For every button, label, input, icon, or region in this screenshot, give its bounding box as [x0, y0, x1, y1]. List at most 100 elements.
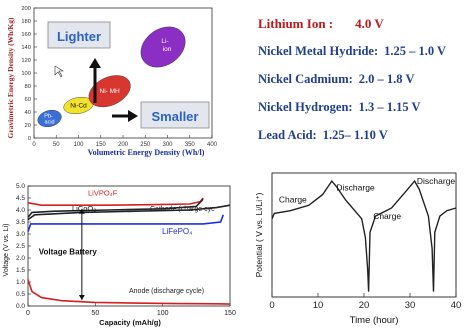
energy-xtick-label: 200	[118, 142, 129, 148]
potential-labels: Charge Discharge Charge Discharge	[279, 176, 456, 221]
energy-ytick-label: 120	[21, 58, 31, 64]
voltage-row-label: Nickel Hydrogen:	[258, 100, 353, 114]
capacity-xtick-label: 150	[224, 310, 236, 317]
voltage-row: Nickel Metal Hydride: 1.25 – 1.0 V	[258, 44, 446, 59]
energy-xtick-label: 0	[32, 142, 36, 148]
capacity-series-line	[27, 198, 204, 218]
energy-region-label: Ni-Cd	[70, 103, 87, 110]
energy-ytick-label: 40	[25, 110, 31, 116]
cursor-icon	[54, 65, 65, 78]
potential-ylabel: Potential ( V vs. Li/Li⁺)	[254, 192, 264, 277]
capacity-ytick-label: 1.0	[16, 279, 25, 286]
capacity-series-line	[27, 279, 231, 305]
energy-region	[88, 75, 131, 108]
capacity-ytick-label: 5.0	[16, 183, 25, 190]
energy-region-label: Li-	[161, 38, 168, 45]
annot-livpo: LiVPO₄F	[88, 189, 118, 198]
capacity-lines	[27, 197, 231, 305]
capacity-ytick-label: 2.5	[16, 243, 25, 250]
energy-ytick-label: 80	[25, 84, 31, 90]
capacity-series-line	[27, 204, 231, 221]
capacity-xtick-label: 100	[157, 310, 169, 317]
energy-region-label: Ni- MH	[100, 88, 121, 95]
label-charge-2: Charge	[373, 211, 401, 221]
potential-xlabel: Time (hour)	[350, 315, 399, 326]
annot-voltage-battery: Voltage Battery	[39, 247, 98, 256]
voltage-list: Lithium Ion : 4.0 V Nickel Metal Hydride: 1…	[252, 10, 474, 150]
potential-axes: 0 10 20 30 40	[269, 172, 462, 311]
voltage-arrowhead-down	[78, 295, 85, 300]
voltage-row-value: 1.25– 1.10 V	[322, 128, 388, 142]
annot-lifepo: LiFePO₄	[162, 227, 192, 236]
label-discharge-2: Discharge	[417, 176, 456, 186]
potential-xtick-label: 20	[359, 300, 370, 311]
energy-xtick-label: 150	[96, 142, 107, 148]
voltage-row: Lead Acid: 1.25– 1.10 V	[258, 128, 388, 143]
energy-ytick-label: 140	[21, 45, 31, 51]
lighter-box	[47, 21, 111, 49]
energy-region-label: ion	[163, 46, 172, 53]
energy-xtick-label: 250	[140, 142, 151, 148]
energy-ytick-label: 0	[28, 136, 31, 142]
capacity-ytick-label: 4.5	[16, 195, 25, 202]
energy-density-chart: Gravimetric Energy Density (Wh/Kg) 0 20 40…	[0, 0, 240, 160]
capacity-ytick-label: 3.5	[16, 219, 25, 226]
capacity-ytick-label: 4.0	[16, 207, 25, 214]
label-discharge-1: Discharge	[336, 182, 375, 192]
lighter-arrowhead	[89, 58, 101, 68]
voltage-arrowhead-up	[78, 208, 85, 214]
energy-ytick-label: 200	[21, 6, 31, 12]
energy-ytick-label: 180	[21, 19, 31, 25]
potential-xtick-label: 10	[313, 300, 324, 311]
capacity-xtick-label: 50	[91, 310, 99, 317]
voltage-row: Nickel Hydrogen: 1.3 – 1.15 V	[258, 100, 421, 115]
potential-series-line	[271, 179, 457, 292]
potential-lines	[271, 179, 457, 292]
capacity-voltage-chart: Voltage (V vs. Li) 0.0 0.5 1.0 1.5 2.0 2.5 3.0…	[0, 180, 240, 328]
energy-xlabel: Volumetric Energy Density (Wh/l)	[88, 148, 205, 157]
energy-xtick-label: 50	[53, 142, 60, 148]
potential-xtick-label: 0	[269, 300, 274, 311]
capacity-axes: 0.0 0.5 1.0 1.5 2.0 2.5 3.0 3.5 4.0 4.5 5.0 0 50 100 1…	[16, 183, 236, 317]
capacity-series-line	[27, 197, 204, 207]
smaller-box	[140, 101, 210, 129]
voltage-row: Lithium Ion : 4.0 V	[258, 16, 384, 32]
voltage-row-value: 1.25 – 1.0 V	[384, 44, 447, 58]
voltage-row-value: 1.3 – 1.15 V	[358, 100, 421, 114]
energy-xtick-label: 100	[73, 142, 84, 148]
energy-ytick-label: 20	[25, 123, 31, 129]
annot-cathode: Cathode (charge cyc	[150, 206, 215, 213]
energy-xtick-label: 300	[162, 142, 173, 148]
energy-region-label: acid	[45, 120, 55, 126]
annot-anode: Anode (discharge cycle)	[129, 288, 204, 295]
smaller-label: Smaller	[152, 109, 199, 124]
annot-licoo: LiCoO₂	[72, 204, 96, 213]
capacity-annotations: LiVPO₄F LiCoO₂ Cathode (charge cyc LiFePO₄ V…	[39, 189, 215, 300]
potential-xtick-label: 40	[451, 300, 462, 311]
smaller-arrowhead	[128, 110, 138, 122]
capacity-ytick-label: 3.0	[16, 231, 25, 238]
energy-regions: Pb-acid Ni-Cd Ni- MH Li-ion Lighter Smaller	[37, 21, 210, 129]
voltage-row-label: Nickel Metal Hydride:	[258, 44, 379, 58]
energy-ytick-label: 60	[25, 97, 31, 103]
energy-ytick-label: 160	[21, 32, 31, 38]
capacity-ytick-label: 1.5	[16, 267, 25, 274]
potential-xtick-label: 30	[405, 300, 416, 311]
capacity-ytick-label: 0.5	[16, 291, 25, 298]
voltage-row-label: Nickel Cadmium:	[258, 72, 353, 86]
capacity-xlabel: Capacity (mAh/g)	[99, 318, 161, 327]
energy-region	[140, 26, 186, 68]
capacity-ylabel: Voltage (V vs. Li)	[3, 224, 10, 277]
voltage-row-label: Lithium Ion :	[258, 16, 334, 31]
voltage-row-label: Lead Acid:	[258, 128, 317, 142]
capacity-series-line	[27, 214, 225, 232]
voltage-row: Nickel Cadmium: 2.0 – 1.8 V	[258, 72, 414, 87]
label-charge-1: Charge	[279, 195, 307, 205]
voltage-row-value: 4.0 V	[355, 16, 384, 31]
potential-time-chart: Potential ( V vs. Li/Li⁺) 0 10 20 30 40 Char…	[240, 155, 476, 328]
energy-region	[37, 109, 62, 128]
energy-axes: 0 20 40 60 80 100 120 140 160 180 200 0 50 100 150 200 2…	[21, 6, 217, 148]
energy-xtick-label: 350	[185, 142, 196, 148]
energy-region-label: Pb-	[44, 114, 53, 120]
energy-xtick-label: 400	[207, 142, 218, 148]
